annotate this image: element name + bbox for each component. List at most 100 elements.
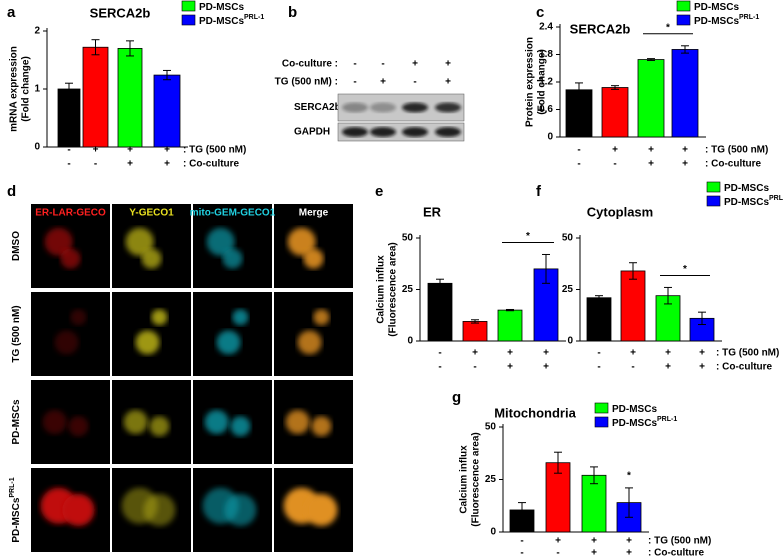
condition-mark: -	[597, 362, 600, 373]
legend-label: PD-MSCsPRL-1	[694, 14, 759, 27]
legend-label-main: PD-MSCs	[694, 16, 739, 27]
column-label: Y-GECO1	[129, 208, 174, 219]
condition-mark: -	[631, 362, 634, 373]
column-label: mito-GEM-GECO1	[190, 208, 276, 219]
blot-condition-mark: -	[381, 59, 384, 70]
blot-condition-mark: +	[380, 77, 386, 88]
y-label-line: Calcium influx	[459, 445, 470, 514]
significance-star: *	[683, 264, 687, 275]
cell-signal	[287, 227, 316, 256]
row-label-main: TG (500 nM)	[11, 305, 22, 362]
blot-band	[370, 102, 396, 113]
chart-title: ER	[423, 204, 442, 219]
y-tick-label: 2.4	[539, 22, 553, 33]
cell-signal	[230, 416, 251, 437]
cell-signal	[60, 248, 81, 269]
row-label-main: PD-MSCs	[11, 399, 22, 444]
cell-signal	[54, 330, 79, 355]
error-bar	[65, 82, 73, 96]
y-label-line: (Fluorescence area)	[388, 242, 399, 337]
y-tick-label: 0	[407, 336, 413, 347]
bar	[497, 309, 523, 342]
bar	[57, 88, 81, 148]
y-tick-label: 1	[34, 84, 40, 95]
bar	[462, 321, 488, 342]
bar	[82, 46, 109, 148]
condition-mark: +	[127, 145, 133, 156]
chart-title: SERCA2b	[570, 21, 631, 36]
y-label: Calcium influx (Fluorescence area)	[459, 432, 482, 527]
cell-signal	[224, 494, 257, 526]
legend-swatch	[706, 181, 721, 193]
condition-mark: +	[555, 536, 561, 547]
y-label: Protein expression (Fold change)	[525, 37, 548, 127]
condition-mark: -	[577, 159, 580, 170]
chart-title: Mitochondria	[494, 405, 576, 420]
cell-signal	[285, 410, 310, 434]
legend-swatch	[181, 14, 196, 26]
condition-mark: +	[648, 145, 654, 156]
condition-mark: -	[438, 348, 441, 359]
bar	[620, 270, 646, 342]
error-bar	[625, 487, 633, 518]
row-label-text: PD-MSCs	[11, 399, 22, 444]
condition-mark: +	[472, 348, 478, 359]
error-bar	[595, 295, 603, 301]
blot-band	[342, 127, 368, 137]
cell-signal	[311, 416, 332, 437]
blot-band-label: GAPDH	[294, 127, 330, 138]
cell-signal	[313, 309, 330, 326]
error-bar	[647, 58, 655, 61]
legend-label: PD-MSCs	[724, 183, 769, 194]
legend-swatch	[676, 0, 691, 12]
condition-mark: +	[699, 348, 705, 359]
cell-signal	[206, 227, 235, 256]
row-label-text: TG (500 nM)	[11, 305, 22, 362]
condition-label: : TG (500 nM)	[716, 348, 779, 359]
blot-condition-mark: +	[445, 59, 451, 70]
cell-signal	[232, 309, 249, 326]
blot-band	[402, 127, 428, 137]
blot-band	[370, 127, 396, 137]
error-bar	[506, 308, 514, 312]
blot-condition-mark: +	[445, 77, 451, 88]
column-label: ER-LAR-GECO	[35, 208, 106, 219]
legend-swatch	[594, 416, 609, 428]
cell-signal	[123, 410, 148, 434]
error-bar	[436, 278, 444, 288]
panel-letter: g	[452, 389, 461, 406]
cell-signal	[44, 227, 73, 256]
chart-title: SERCA2b	[90, 5, 151, 20]
cell-signal	[222, 248, 243, 269]
row-label: TG (500 nM)	[11, 305, 22, 362]
panel-letter: f	[536, 183, 542, 200]
cell-signal	[305, 494, 338, 526]
blot-condition-mark: -	[353, 77, 356, 88]
row-label-text: PD-MSCsPRL-1	[9, 477, 22, 542]
condition-mark: +	[682, 145, 688, 156]
legend-label: PD-MSCsPRL-1	[724, 195, 783, 208]
cell-signal	[297, 330, 322, 355]
bar	[581, 474, 607, 533]
condition-label: : TG (500 nM)	[648, 536, 711, 547]
bar	[586, 297, 612, 342]
error-bar	[163, 69, 171, 81]
panel-letter: c	[536, 4, 544, 21]
condition-mark: +	[164, 159, 170, 170]
legend-label-main: PD-MSCs	[199, 16, 244, 27]
condition-mark: -	[473, 362, 476, 373]
legend-label-main: PD-MSCs	[612, 418, 657, 429]
bar	[601, 87, 629, 138]
cell-signal	[204, 410, 229, 434]
panel-letter: b	[288, 4, 297, 21]
condition-mark: +	[127, 159, 133, 170]
condition-label: : TG (500 nM)	[183, 145, 246, 156]
legend-label-main: PD-MSCs	[724, 197, 769, 208]
y-label-line: (Fold change)	[537, 49, 548, 115]
row-label-main: PD-MSCs	[11, 497, 22, 542]
error-bar	[471, 319, 479, 324]
condition-mark: -	[67, 145, 70, 156]
blot-band	[435, 127, 461, 137]
error-bar	[554, 451, 562, 474]
